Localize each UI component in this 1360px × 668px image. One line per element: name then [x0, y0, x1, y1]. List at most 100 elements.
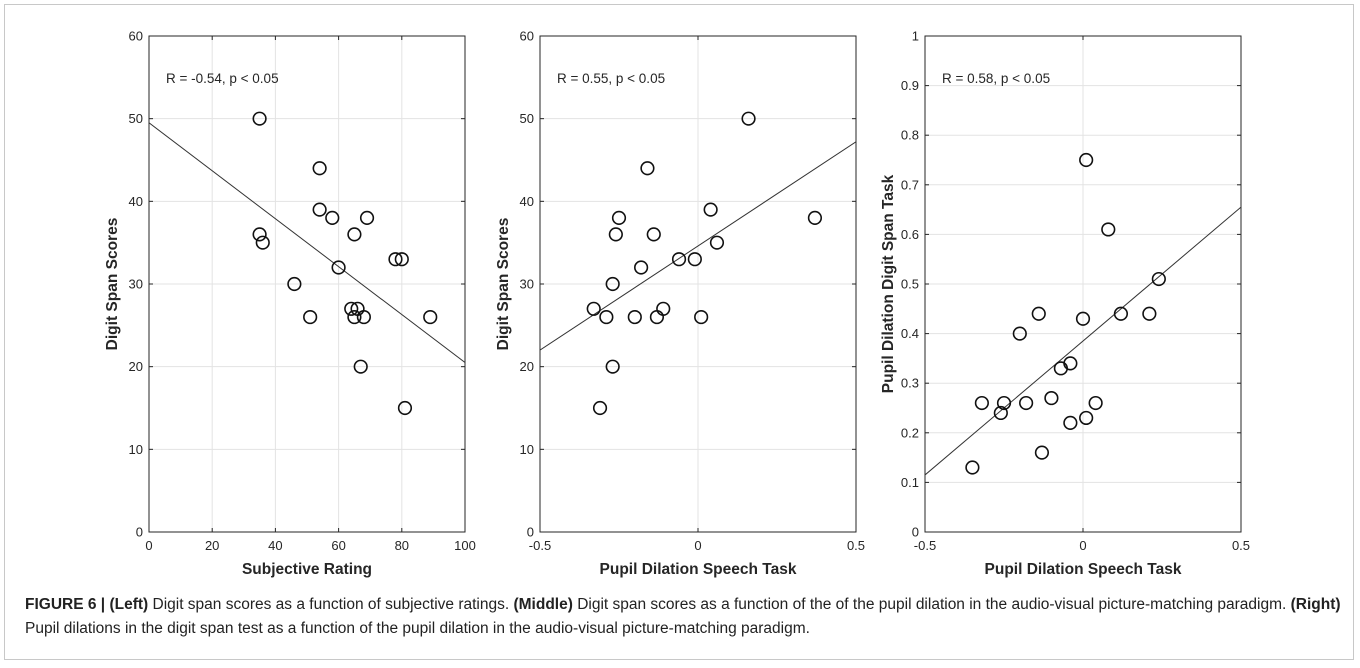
left-data-point	[255, 235, 270, 250]
caption-right-label: (Right)	[1290, 596, 1341, 613]
middle-ytick-label: 30	[520, 277, 534, 292]
middle-data-point	[646, 227, 661, 242]
right-ytick-label: 1	[912, 29, 919, 44]
left-data-point	[356, 309, 371, 325]
right-ytick-label: 0.5	[901, 277, 919, 292]
right-y-axis-label: Pupil Dilation Digit Span Task	[880, 174, 897, 393]
left-xtick-label: 80	[395, 538, 409, 553]
middle-data-point	[611, 210, 627, 225]
left-xtick-label: 20	[205, 538, 219, 553]
left-data-point	[312, 202, 327, 217]
right-ytick-label: 0.2	[901, 425, 919, 440]
right-correlation-annotation: R = 0.58, p < 0.05	[942, 71, 1050, 86]
middle-ytick-label: 10	[520, 442, 534, 457]
left-y-axis-label: Digit Span Scores	[104, 218, 121, 351]
left-ytick-label: 10	[129, 442, 143, 457]
left-data-point	[359, 210, 375, 225]
left-data-point	[252, 111, 267, 126]
right-regression-line	[925, 206, 1241, 476]
right-data-point	[1019, 395, 1034, 411]
middle-ytick-label: 0	[527, 525, 534, 540]
left-data-point	[287, 276, 302, 292]
right-ytick-label: 0.9	[901, 78, 919, 93]
middle-data-point	[671, 252, 687, 267]
left-regression-line	[149, 122, 465, 363]
right-ytick-label: 0.4	[901, 326, 919, 341]
middle-data-point	[649, 309, 665, 325]
middle-y-axis-label: Digit Span Scores	[495, 218, 512, 351]
caption-figure-label: FIGURE 6 |	[25, 596, 110, 613]
middle-data-point	[703, 202, 718, 217]
right-data-point	[1044, 390, 1059, 406]
right-data-point	[1075, 311, 1091, 326]
right-data-point	[996, 395, 1012, 411]
left-ytick-label: 50	[129, 111, 143, 126]
left-data-point	[353, 359, 368, 374]
right-data-point	[1151, 271, 1166, 287]
left-data-point	[394, 252, 409, 267]
figure-frame: 0 20 40 60 80 100 0 10 20 30 40 50 60 Subjective Rati…	[4, 4, 1354, 660]
caption-right-text: Pupil dilations in the digit span test a…	[25, 620, 810, 637]
middle-data-point	[640, 161, 655, 176]
left-ytick-label: 60	[129, 29, 143, 44]
middle-xtick-label: 0	[694, 538, 701, 553]
left-ytick-label: 30	[129, 277, 143, 292]
left-xtick-label: 40	[268, 538, 282, 553]
middle-data-point	[741, 111, 756, 126]
right-ytick-label: 0.6	[901, 227, 919, 242]
left-data-point	[252, 227, 267, 242]
middle-ytick-label: 40	[520, 194, 534, 209]
left-data-point	[303, 309, 318, 325]
caption-middle-text: Digit span scores as a function of the o…	[572, 596, 1291, 613]
right-data-point	[993, 405, 1008, 421]
left-ytick-label: 40	[129, 194, 143, 209]
left-data-point	[347, 227, 362, 242]
middle-data-point	[586, 301, 601, 316]
left-data-point	[344, 301, 359, 316]
middle-data-point	[627, 309, 642, 325]
figure-caption: FIGURE 6 | (Left) Digit span scores as a…	[25, 593, 1345, 641]
middle-data-point	[709, 235, 725, 250]
right-data-point	[1113, 306, 1129, 321]
right-data-point	[1063, 415, 1078, 430]
middle-data-point	[605, 276, 620, 292]
left-xtick-label: 0	[145, 538, 152, 553]
right-data-point	[974, 395, 989, 411]
middle-data-point	[605, 359, 620, 374]
right-data-point	[1142, 306, 1157, 321]
scatter-panel-right: -0.5 0 0.500.10.20.30.40.50.60.70.80.91Pup…	[880, 29, 1250, 579]
left-data-point	[423, 309, 438, 325]
middle-xtick-label: -0.5	[529, 538, 551, 553]
left-data-point	[325, 210, 340, 225]
middle-data-point	[634, 260, 649, 275]
scatter-panel-left: 0 20 40 60 80 100 0 10 20 30 40 50 60 Subjective Rati…	[104, 29, 476, 579]
caption-middle-label: (Middle)	[513, 596, 573, 613]
left-data-point	[347, 309, 362, 325]
right-ytick-label: 0.3	[901, 376, 919, 391]
middle-data-point	[599, 309, 614, 325]
left-data-point	[312, 161, 327, 176]
right-ytick-label: 0.8	[901, 128, 919, 143]
right-data-point	[1088, 395, 1103, 411]
right-ytick-label: 0.1	[901, 475, 919, 490]
right-xtick-label: 0	[1079, 538, 1086, 553]
middle-ytick-label: 20	[520, 359, 534, 374]
middle-xtick-label: 0.5	[847, 538, 865, 553]
middle-x-axis-label: Pupil Dilation Speech Task	[600, 561, 797, 578]
left-ytick-label: 20	[129, 359, 143, 374]
right-data-point	[1031, 306, 1046, 321]
middle-data-point	[656, 301, 671, 316]
left-xtick-label: 60	[331, 538, 345, 553]
right-data-point	[1053, 361, 1068, 376]
middle-correlation-annotation: R = 0.55, p < 0.05	[557, 71, 665, 86]
caption-left-label: (Left)	[109, 596, 149, 613]
middle-data-point	[687, 252, 702, 267]
middle-ytick-label: 50	[520, 111, 534, 126]
right-xtick-label: 0.5	[1232, 538, 1250, 553]
right-data-point	[965, 460, 980, 475]
middle-data-point	[608, 227, 623, 242]
middle-ytick-label: 60	[520, 29, 534, 44]
middle-data-point	[592, 400, 608, 416]
